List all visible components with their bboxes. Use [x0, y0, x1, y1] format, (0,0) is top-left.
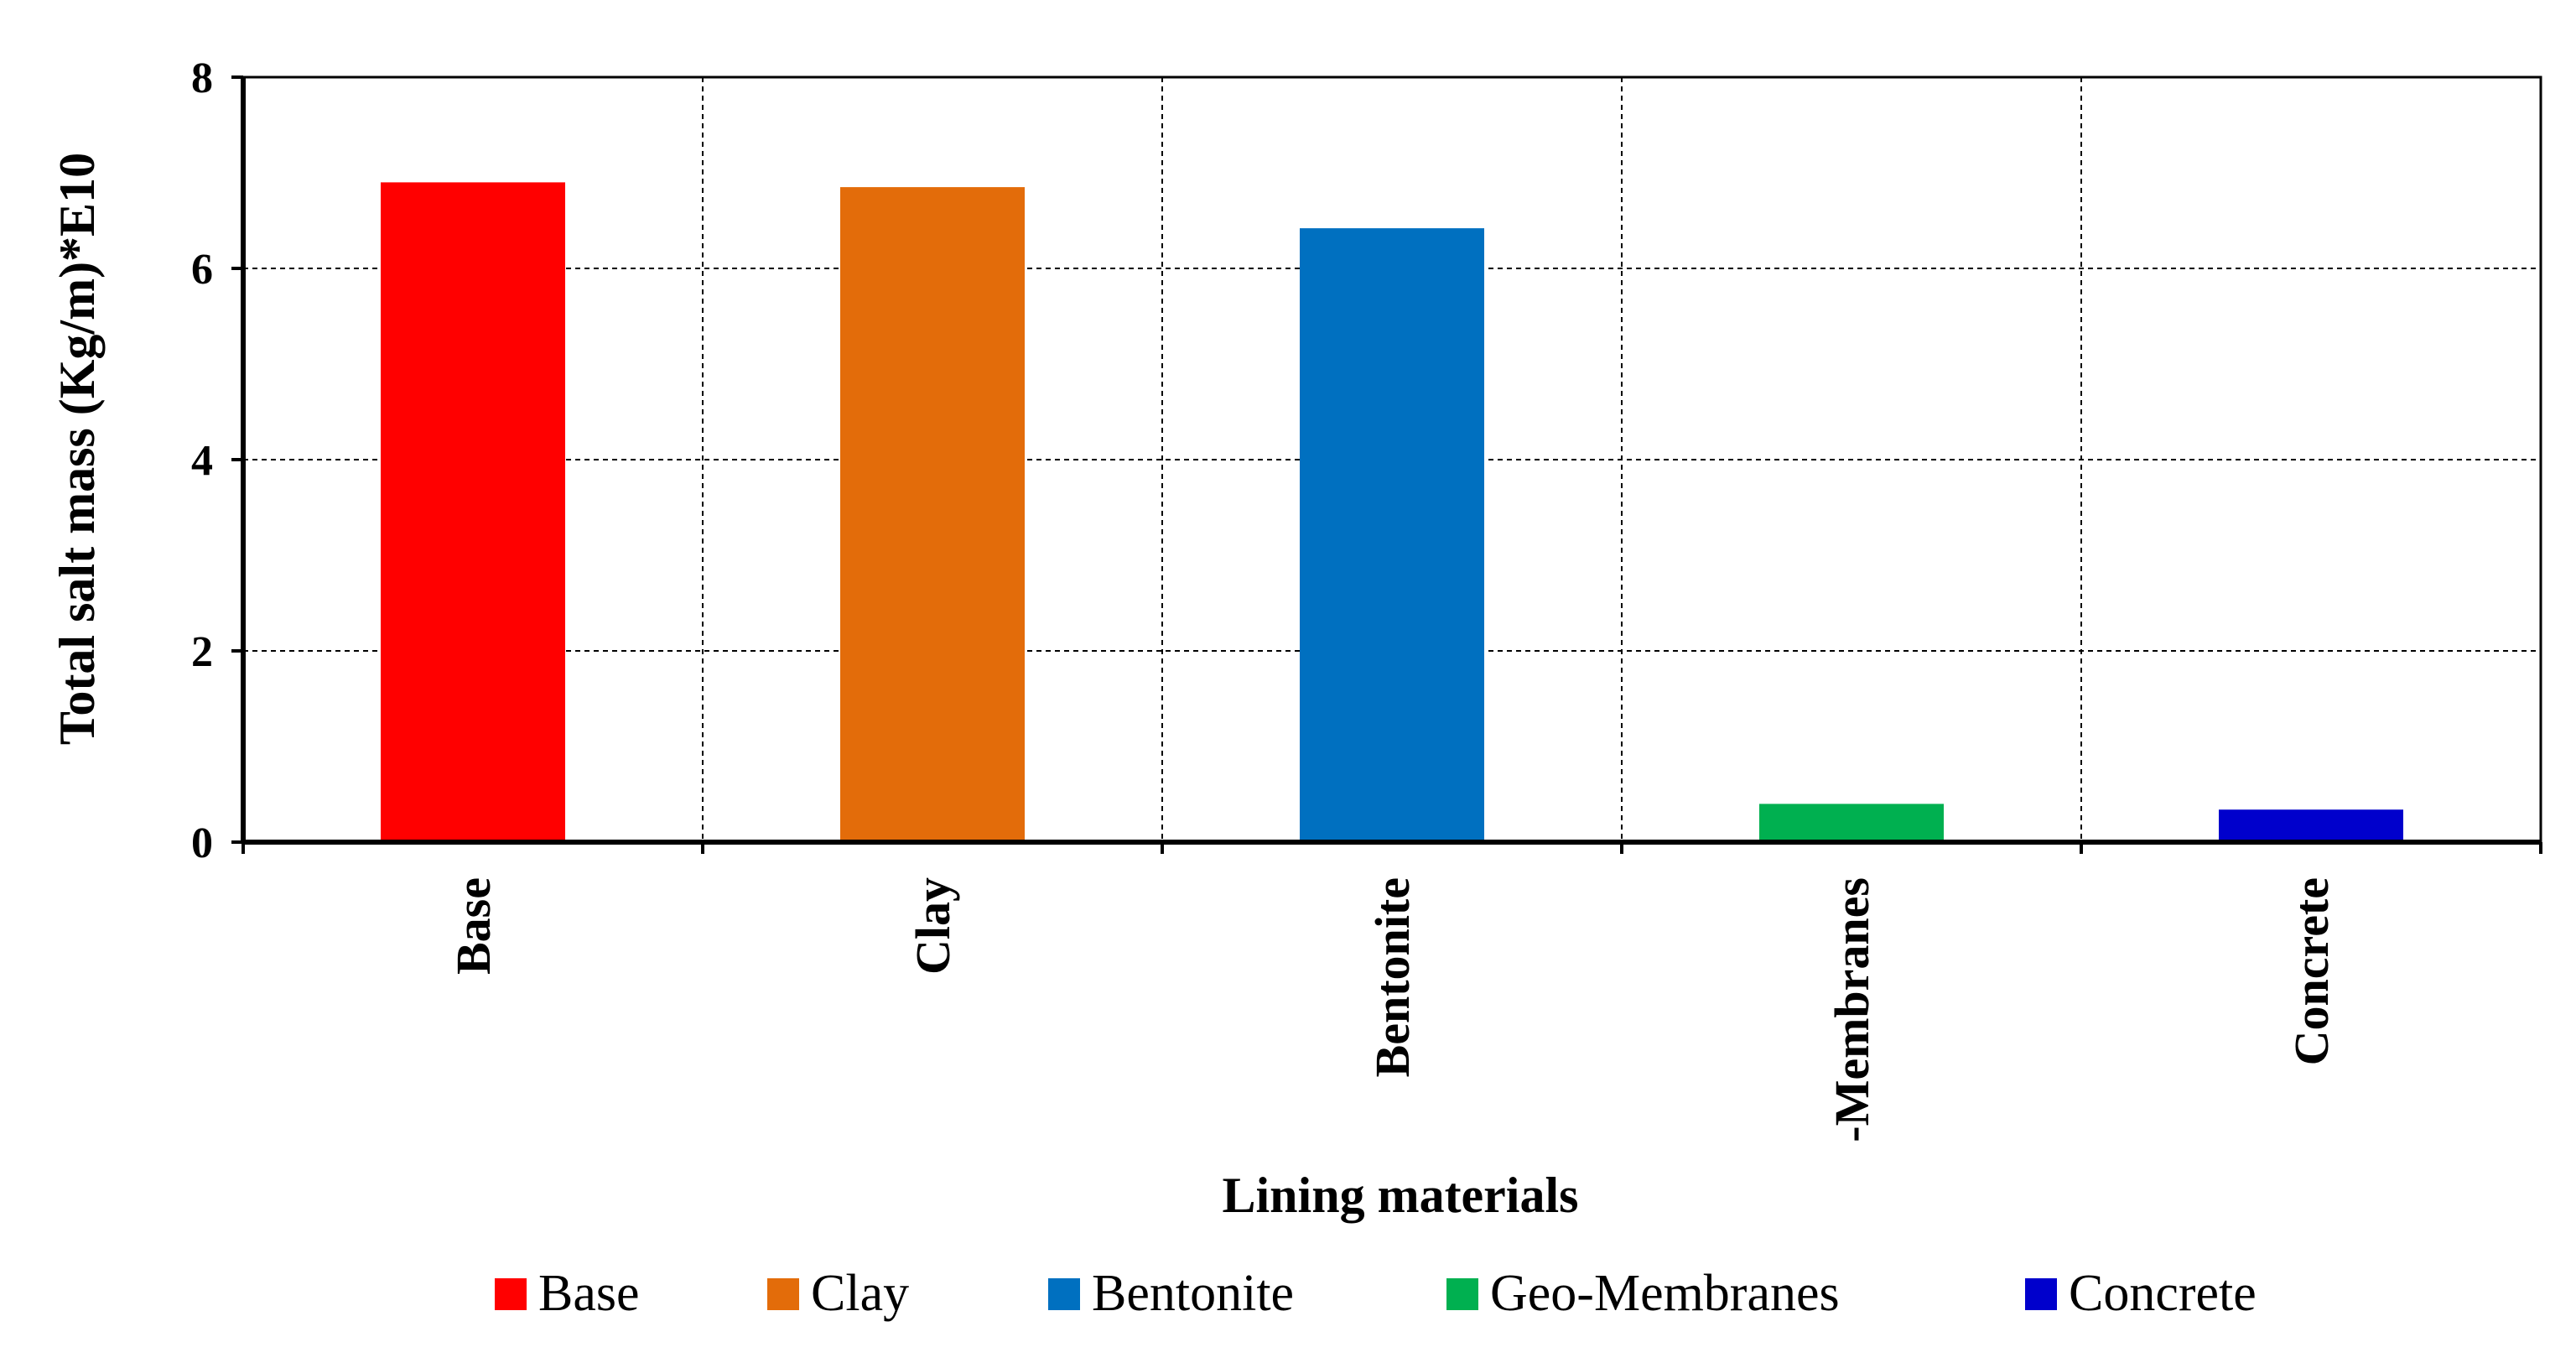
legend-swatch [495, 1278, 527, 1310]
grid-lines [243, 77, 2541, 842]
y-tick-label: 2 [191, 628, 213, 676]
x-category-label: Concrete [2284, 877, 2339, 1065]
bar-base [381, 182, 565, 842]
y-tick-labels: 0 2 4 6 8 [191, 55, 213, 867]
legend-swatch [1048, 1278, 1080, 1310]
y-tick-label: 4 [191, 437, 213, 485]
x-category-label: Base [446, 877, 501, 975]
legend-swatch [767, 1278, 799, 1310]
legend-label: Base [538, 1265, 640, 1322]
x-category-label: -Membranes [1825, 877, 1879, 1142]
bar-clay [840, 187, 1025, 843]
axes [231, 75, 2542, 854]
y-tick-label: 0 [191, 819, 213, 867]
bar-membranes [1759, 804, 1944, 842]
bars [381, 182, 2403, 843]
legend: Base Clay Bentonite Geo-Membranes Concrete [495, 1265, 2257, 1322]
legend-label: Clay [811, 1265, 909, 1322]
y-axis-title: Total salt mass (Kg/m)*E10 [49, 153, 105, 745]
legend-swatch [1446, 1278, 1478, 1310]
bar-concrete [2219, 809, 2403, 842]
legend-label: Geo-Membranes [1490, 1265, 1840, 1322]
y-tick-label: 6 [191, 246, 213, 294]
legend-label: Bentonite [1092, 1265, 1294, 1322]
legend-swatch [2025, 1278, 2057, 1310]
bar-bentonite [1300, 228, 1484, 842]
x-category-label: Bentonite [1365, 877, 1420, 1077]
x-category-label: Clay [906, 877, 960, 975]
legend-label: Concrete [2069, 1265, 2257, 1322]
x-category-labels: Base Clay Bentonite -Membranes Concrete [446, 877, 2339, 1142]
x-axis-title: Lining materials [1222, 1168, 1578, 1223]
y-tick-label: 8 [191, 55, 213, 102]
